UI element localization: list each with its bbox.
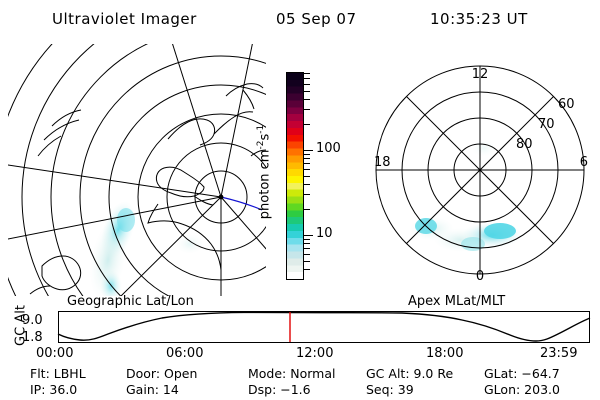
colorbar-minor-tick [304, 124, 310, 126]
gcalt-trace [57, 311, 591, 342]
timeseries-plot[interactable] [57, 311, 591, 343]
colorbar-minor-tick [304, 183, 310, 185]
colorbar-minor-tick [304, 158, 310, 160]
timeseries-xtick-0: 00:00 [36, 346, 74, 361]
colorbar-label-10: 10 [316, 226, 333, 241]
status-ip: IP: 36.0 [30, 382, 78, 397]
left-panel-title: Geographic Lat/Lon [67, 294, 194, 309]
status-bar: Flt: LBHL IP: 36.0 Door: Open Gain: 14 M… [0, 366, 600, 400]
apex-mlat-mlt-dial[interactable]: 12 6 0 18 60 70 80 [360, 48, 600, 296]
timeseries-xtick-3: 18:00 [426, 346, 464, 361]
mlt-label-18: 18 [374, 155, 391, 170]
mlt-spokes [376, 66, 584, 274]
satellite-ground-track [220, 196, 263, 211]
mlt-label-12: 12 [472, 67, 489, 82]
colorbar-minor-tick [304, 163, 310, 165]
status-door: Door: Open [126, 366, 198, 381]
timeseries-ytick-min: 1.8 [22, 330, 43, 345]
mlt-label-0: 0 [476, 269, 484, 284]
observation-date: 05 Sep 07 [276, 10, 357, 28]
status-mode: Mode: Normal [248, 366, 336, 381]
colorbar-minor-tick [304, 90, 310, 92]
colorbar-minor-tick [304, 109, 310, 111]
mlat-label-60: 60 [558, 97, 575, 112]
colorbar-minor-tick [304, 243, 310, 245]
timeseries-frame[interactable] [58, 311, 590, 343]
colorbar-minor-tick [304, 268, 310, 270]
geo-latitude-circles [8, 44, 266, 296]
colorbar-label-100: 100 [316, 141, 341, 156]
right-panel-title: Apex MLat/MLT [408, 294, 506, 309]
geo-meridians [8, 44, 266, 296]
status-seq: Seq: 39 [366, 382, 414, 397]
mlat-label-70: 70 [538, 117, 555, 132]
colorbar-major-tick [304, 150, 313, 151]
colorbar-minor-tick [304, 209, 310, 211]
status-glon: GLon: 203.0 [484, 382, 560, 397]
colorbar-minor-tick [304, 238, 310, 240]
status-dsp: Dsp: −1.6 [248, 382, 311, 397]
coastline-outlines [29, 83, 266, 295]
colorbar-minor-tick [304, 83, 310, 85]
colorbar-minor-tick [304, 260, 310, 262]
colorbar-minor-tick [304, 253, 310, 255]
status-gc-alt: GC Alt: 9.0 Re [366, 366, 454, 381]
colorbar-minor-tick [304, 98, 310, 100]
colorbar-minor-tick [304, 248, 310, 250]
colorbar-minor-tick [304, 175, 310, 177]
status-filter: Flt: LBHL [30, 366, 86, 381]
colorbar-minor-tick [304, 168, 310, 170]
pole-marker [218, 194, 224, 200]
observation-time: 10:35:23 UT [430, 10, 528, 28]
status-gain: Gain: 14 [126, 382, 179, 397]
timeseries-ytick-max: 9.0 [22, 313, 43, 328]
mlt-label-6: 6 [580, 155, 588, 170]
instrument-title: Ultraviolet Imager [52, 10, 197, 28]
timeseries-xtick-4: 23:59 [540, 346, 578, 361]
colorbar-axis-title: photon cm-2s-1 [256, 124, 273, 220]
colorbar-major-tick [304, 235, 313, 236]
status-glat: GLat: −64.7 [484, 366, 560, 381]
timeseries-xtick-2: 12:00 [296, 346, 334, 361]
colorbar-minor-tick [304, 153, 310, 155]
mlat-label-80: 80 [516, 137, 533, 152]
timeseries-xtick-1: 06:00 [166, 346, 204, 361]
geographic-polar-plot[interactable] [8, 44, 266, 296]
colorbar[interactable] [286, 72, 304, 280]
colorbar-minor-tick [304, 73, 310, 75]
colorbar-minor-tick [304, 194, 310, 196]
colorbar-minor-tick [304, 78, 310, 80]
colorbar-gradient [286, 72, 304, 280]
